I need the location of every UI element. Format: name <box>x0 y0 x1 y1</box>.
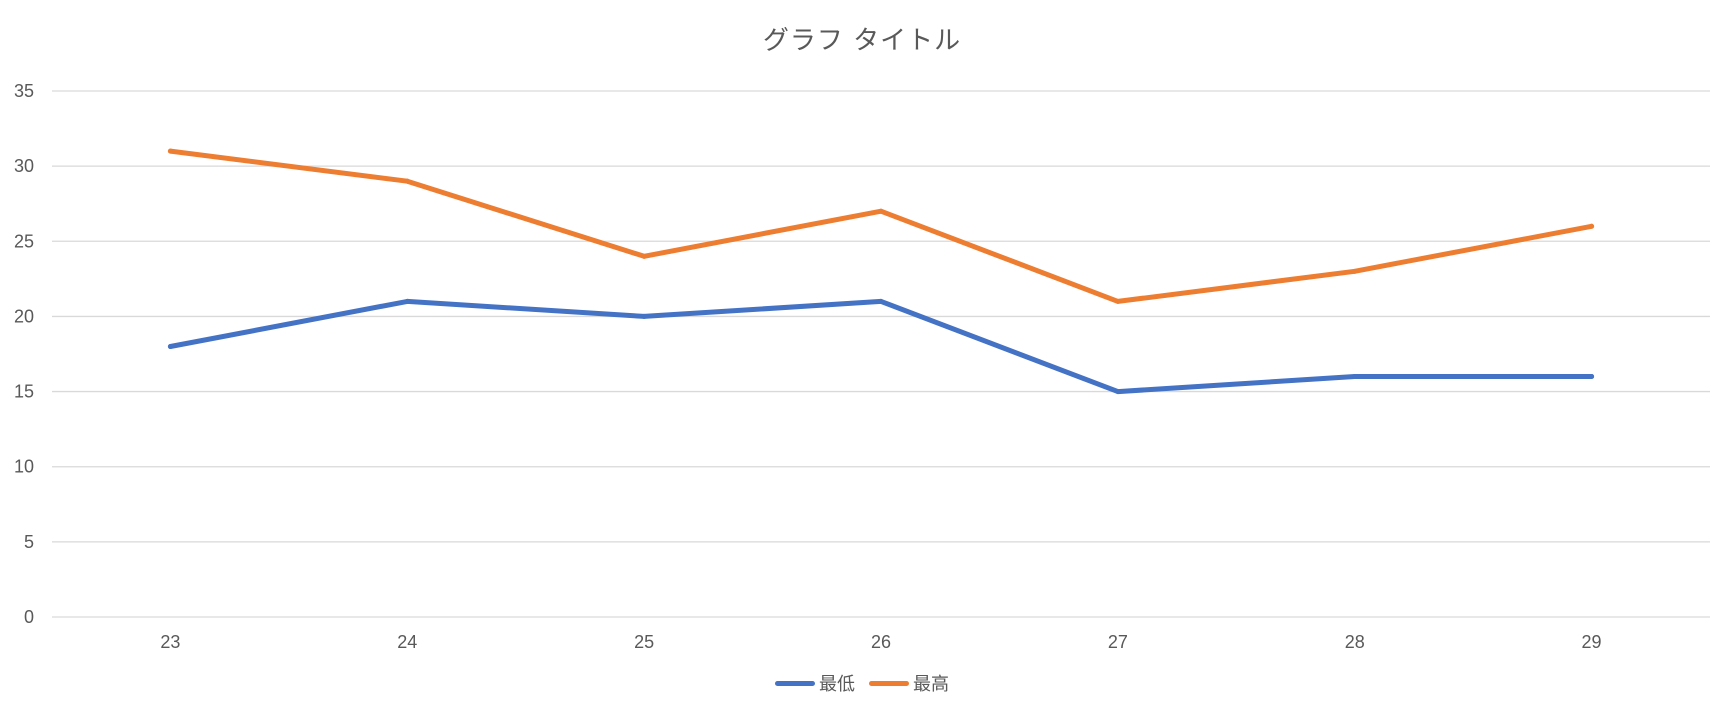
data-point-series-1-26 <box>878 208 884 214</box>
legend-label-series-0: 最低 <box>819 674 855 695</box>
legend-item-series-1: 最高 <box>869 670 949 696</box>
x-tick-label-26: 26 <box>871 632 891 652</box>
y-tick-label-20: 20 <box>14 306 34 326</box>
y-tick-label-0: 0 <box>24 607 34 627</box>
y-tick-label-15: 15 <box>14 382 34 402</box>
data-point-series-0-24 <box>404 298 410 304</box>
x-tick-label-28: 28 <box>1345 632 1365 652</box>
legend-item-series-0: 最低 <box>775 670 855 696</box>
legend-swatch-series-1 <box>869 680 909 686</box>
y-tick-label-10: 10 <box>14 457 34 477</box>
data-point-series-0-25 <box>641 313 647 319</box>
x-tick-label-24: 24 <box>397 632 417 652</box>
y-tick-label-5: 5 <box>24 532 34 552</box>
data-point-series-1-29 <box>1589 223 1595 229</box>
y-tick-label-30: 30 <box>14 156 34 176</box>
legend-label-series-1: 最高 <box>913 674 949 695</box>
data-point-series-1-23 <box>167 148 173 154</box>
x-tick-label-23: 23 <box>160 632 180 652</box>
data-point-series-0-26 <box>878 298 884 304</box>
x-tick-label-25: 25 <box>634 632 654 652</box>
data-point-series-1-25 <box>641 253 647 259</box>
data-point-series-0-27 <box>1115 389 1121 395</box>
data-point-series-0-28 <box>1352 374 1358 380</box>
x-tick-label-29: 29 <box>1582 632 1602 652</box>
chart-title: グラフ タイトル <box>762 26 962 56</box>
data-point-series-1-28 <box>1352 268 1358 274</box>
y-tick-label-25: 25 <box>14 231 34 251</box>
data-point-series-1-24 <box>404 178 410 184</box>
legend-swatch-series-0 <box>775 680 815 686</box>
series-line-0 <box>167 298 1595 395</box>
series-line-1 <box>167 148 1595 304</box>
y-tick-label-35: 35 <box>14 81 34 101</box>
data-point-series-1-27 <box>1115 298 1121 304</box>
data-point-series-0-23 <box>167 343 173 349</box>
legend: 最低 最高 <box>0 670 1724 696</box>
data-point-series-0-29 <box>1589 374 1595 380</box>
x-tick-label-27: 27 <box>1108 632 1128 652</box>
